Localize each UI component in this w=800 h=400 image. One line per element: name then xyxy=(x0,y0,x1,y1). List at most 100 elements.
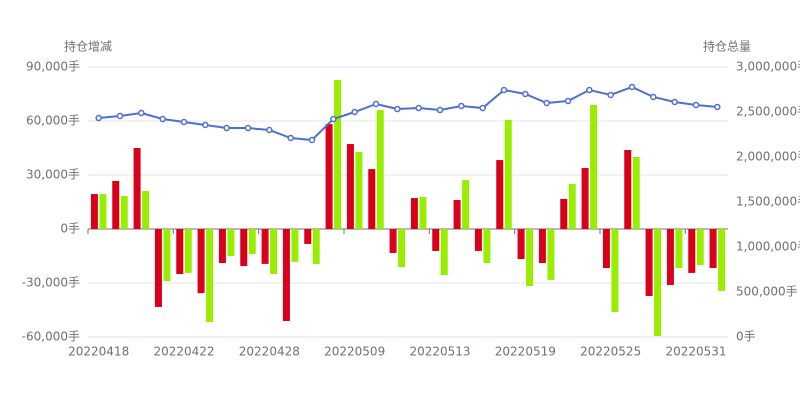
bar xyxy=(325,124,333,229)
line-point xyxy=(223,124,230,132)
bar xyxy=(440,229,448,276)
line-point xyxy=(564,97,572,105)
bar xyxy=(624,149,632,229)
bar xyxy=(675,229,683,269)
line-point xyxy=(479,104,486,112)
bar xyxy=(142,191,150,229)
bar xyxy=(718,229,726,291)
bar xyxy=(560,198,568,229)
bar xyxy=(227,229,235,256)
line-point xyxy=(138,109,145,117)
bar xyxy=(645,229,653,296)
bar xyxy=(517,229,525,260)
y-tick-label: 0手 xyxy=(60,222,80,236)
bar xyxy=(389,229,397,253)
line-point xyxy=(692,101,700,109)
bar xyxy=(696,229,704,265)
bar xyxy=(654,229,662,336)
bar xyxy=(90,194,98,229)
bar xyxy=(184,229,192,273)
y-tick-label: 90,000手 xyxy=(26,60,80,74)
bar xyxy=(176,229,184,274)
bar xyxy=(120,196,128,229)
bar xyxy=(248,229,256,255)
line-point xyxy=(458,102,465,110)
line-point xyxy=(522,90,529,98)
line-point xyxy=(202,121,209,129)
bar xyxy=(483,229,491,264)
line-point xyxy=(116,112,124,120)
bar xyxy=(419,196,427,229)
x-tick-label: 20220513 xyxy=(409,345,470,359)
line-point xyxy=(628,83,636,91)
bar xyxy=(666,229,674,285)
bar xyxy=(197,229,205,294)
line-point xyxy=(244,124,252,132)
bar xyxy=(581,167,589,229)
bar xyxy=(568,184,576,229)
bar xyxy=(462,180,470,229)
x-tick-label: 20220525 xyxy=(580,345,641,359)
bar xyxy=(538,229,546,264)
bar xyxy=(282,229,290,321)
bar xyxy=(474,229,482,251)
bar xyxy=(632,157,640,229)
line-point xyxy=(436,106,444,114)
y2-tick-label: 3,000,000手 xyxy=(736,60,800,74)
x-tick-label: 20220422 xyxy=(153,345,214,359)
y-tick-label: -60,000手 xyxy=(22,330,80,344)
line-point xyxy=(607,91,614,99)
bar xyxy=(398,229,406,267)
line-point xyxy=(330,115,337,123)
line-point xyxy=(586,86,593,94)
bar xyxy=(133,148,141,229)
bar xyxy=(611,229,619,312)
y2-tick-label: 2,500,000手 xyxy=(736,105,800,119)
line-point xyxy=(159,115,166,123)
bar xyxy=(376,110,384,229)
line-point xyxy=(287,134,294,142)
bar xyxy=(99,194,107,229)
line-point xyxy=(394,105,401,113)
bar xyxy=(410,198,418,229)
line-point xyxy=(95,114,102,122)
bar xyxy=(504,119,512,229)
bar xyxy=(496,160,504,229)
bar xyxy=(270,229,278,274)
line xyxy=(98,85,718,142)
bar xyxy=(240,229,248,267)
bar xyxy=(112,180,120,229)
y-tick-label: 30,000手 xyxy=(26,168,80,182)
line-point xyxy=(415,104,422,112)
bar xyxy=(590,104,598,229)
y2-tick-label: 1,500,000手 xyxy=(736,195,800,209)
x-tick-label: 20220531 xyxy=(665,345,726,359)
line-point xyxy=(500,86,508,94)
x-tick-label: 20220428 xyxy=(239,345,300,359)
y2-tick-label: 500,000手 xyxy=(736,285,798,299)
line-point xyxy=(650,93,657,101)
bar xyxy=(346,144,354,229)
bar xyxy=(154,229,162,307)
y-tick-label: -30,000手 xyxy=(22,276,80,290)
bar xyxy=(602,229,610,269)
y2-axis-title: 持仓总量 xyxy=(703,39,751,54)
bar xyxy=(432,229,440,251)
bar xyxy=(163,229,171,282)
line-point xyxy=(266,126,273,134)
bar xyxy=(547,229,555,280)
y-axis-title: 持仓增减 xyxy=(64,39,112,54)
bar xyxy=(218,229,226,264)
bar xyxy=(291,229,299,262)
y2-tick-label: 1,000,000手 xyxy=(736,240,800,254)
y2-tick-label: 0手 xyxy=(736,330,756,344)
x-tick-label: 20220418 xyxy=(68,345,129,359)
bar xyxy=(312,229,320,264)
bar xyxy=(688,229,696,273)
y2-tick-label: 2,000,000手 xyxy=(736,150,800,164)
x-tick-label: 20220519 xyxy=(495,345,556,359)
line-point xyxy=(180,118,188,126)
bar xyxy=(304,229,312,244)
